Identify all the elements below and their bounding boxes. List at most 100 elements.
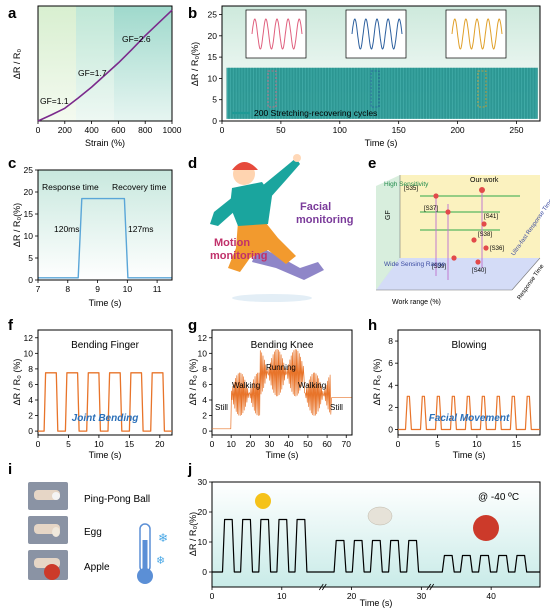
panel-a-xtick-label: 200: [58, 125, 72, 135]
series-line-b: [226, 67, 538, 119]
zoom-box-b-1: [267, 70, 277, 108]
label-s40: [S40]: [472, 268, 486, 274]
annotation-running: Running: [266, 363, 296, 372]
panel-c-ytick-label: 10: [24, 231, 34, 241]
panel-b-ytick-label: 5: [212, 95, 217, 105]
y-axis-label-a: ΔR / R₀: [12, 49, 22, 80]
caption-h: Facial Movement: [429, 413, 510, 424]
inset-trace: [451, 18, 503, 50]
egg-icon-j: [367, 506, 393, 526]
panel-label-c: c: [8, 155, 16, 172]
inset-b-1: [245, 9, 307, 59]
label-facial: Facial monitoring: [296, 201, 353, 226]
label-s41: [S41]: [484, 214, 498, 220]
caption-f: Joint Bending: [72, 413, 139, 424]
y-axis-label-g: ΔR / R₀ (%): [188, 359, 198, 406]
panel-label-f: f: [8, 317, 14, 334]
panel-g-xtick-label: 70: [342, 439, 352, 449]
snowflake-icon-1: ❄: [158, 531, 168, 545]
apple-icon-j: [473, 515, 499, 541]
annotation-still-1: Still: [215, 403, 228, 412]
annotation-temperature: @ -40 ºC: [478, 492, 519, 503]
inset-b-3: [445, 9, 507, 59]
panel-g-xtick-label: 50: [303, 439, 313, 449]
point-s41: [481, 221, 487, 227]
hat-pompom-icon: [242, 153, 250, 161]
panel-g-ytick-label: 0: [202, 426, 207, 436]
left-arm-icon: [210, 196, 236, 226]
panel-b-xtick-label: 100: [333, 125, 347, 135]
point-s38: [471, 237, 477, 243]
panel-label-b: b: [188, 5, 197, 22]
panel-b-xtick-label: 0: [220, 125, 225, 135]
panel-g-xtick-label: 10: [226, 439, 236, 449]
panel-d-illustration: Facial monitoring Motion monitoring: [210, 153, 353, 302]
plot-bg-c: [38, 170, 172, 280]
plot-frame-f: [37, 329, 173, 436]
plot-frame-a: [37, 5, 173, 122]
x-axis-label-c: Time (s): [89, 298, 122, 308]
panel-j-ytick-label: 10: [198, 537, 208, 547]
response-trace: [38, 197, 172, 279]
ball-icon: [52, 492, 60, 500]
panel-h-ytick-label: 6: [388, 358, 393, 368]
axis-response: [511, 257, 541, 291]
thermometer-fill-icon: [142, 540, 148, 574]
label-s36: [S36]: [490, 246, 504, 252]
panel-a-xtick-label: 0: [36, 125, 41, 135]
label-facial-line-2: monitoring: [296, 214, 353, 226]
panel-f-xtick-label: 20: [155, 439, 165, 449]
egg-icon: [52, 527, 60, 537]
thermometer-bulb-icon: [137, 568, 153, 584]
panel-b-xtick-label: 50: [276, 125, 286, 135]
panel-g-ytick-label: 12: [198, 333, 208, 343]
panel-label-d: d: [188, 155, 197, 172]
jacket-icon: [230, 182, 272, 226]
label-wide-range: Wide Sensing Range: [384, 261, 445, 268]
zoom-box-b-3: [477, 70, 487, 108]
panel-g-xtick-label: 40: [284, 439, 294, 449]
panel-f-xtick-label: 5: [66, 439, 71, 449]
panel-c: 7 8 9 10 11 0 5 10 15 20 25 Response time Recovery…: [12, 165, 173, 308]
axis-label-work-range: Work range (%): [392, 299, 441, 306]
point-s36: [483, 245, 489, 251]
annotation-walking-2: Walking: [298, 381, 326, 390]
panel-f-ytick-label: 2: [28, 411, 33, 421]
panel-j-xtick-label: 30: [417, 591, 427, 601]
panel-b-xtick-label: 250: [509, 125, 523, 135]
panel-f-ytick-label: 0: [28, 426, 33, 436]
cycle-band-b: [226, 67, 538, 119]
panel-c-xtick-label: 9: [95, 284, 100, 294]
label-s37: [S37]: [424, 206, 438, 212]
panel-f: 0 5 10 15 20 0 2 4 6 8 10 12 Bending Finger Joint B…: [12, 329, 173, 460]
panel-b-xtick-label: 150: [392, 125, 406, 135]
annotation-recovery-time: Recovery time: [112, 182, 167, 192]
panel-label-h: h: [368, 317, 377, 334]
plot-frame-c: [37, 169, 173, 281]
panel-f-xtick-label: 15: [125, 439, 135, 449]
panel-c-xtick-label: 11: [153, 284, 162, 294]
panel-a-xtick-label: 1000: [163, 125, 182, 135]
panel-a-xtick-label: 600: [111, 125, 125, 135]
panel-b-ytick-label: 10: [208, 73, 218, 83]
panel-c-xtick-label: 7: [36, 284, 41, 294]
point-s37: [445, 209, 451, 215]
panel-c-ytick-label: 20: [24, 187, 34, 197]
panel-h-ytick-label: 0: [388, 424, 393, 434]
panel-label-e: e: [368, 155, 376, 172]
panel-b-ytick-label: 0: [212, 116, 217, 126]
panel-j-xtick-label: 10: [277, 591, 287, 601]
annotation-walking-1: Walking: [232, 381, 260, 390]
inset-trace: [251, 18, 303, 50]
panel-h: 0 5 10 15 0 2 4 6 8 Blowing Facial Movement Time…: [372, 329, 541, 460]
label-motion: Motion monitoring: [210, 237, 267, 262]
y-axis-label-b: ΔR / R₀(%): [190, 42, 200, 86]
hand-icon: [293, 154, 301, 162]
ping-pong-ball-icon: [255, 493, 271, 509]
snowflake-icon-2: ❄: [156, 555, 165, 567]
panel-j-ytick-label: 20: [198, 507, 208, 517]
panel-g-ytick-label: 10: [198, 348, 208, 358]
panel-g-xtick-label: 30: [265, 439, 275, 449]
series-line-h: [398, 395, 540, 431]
